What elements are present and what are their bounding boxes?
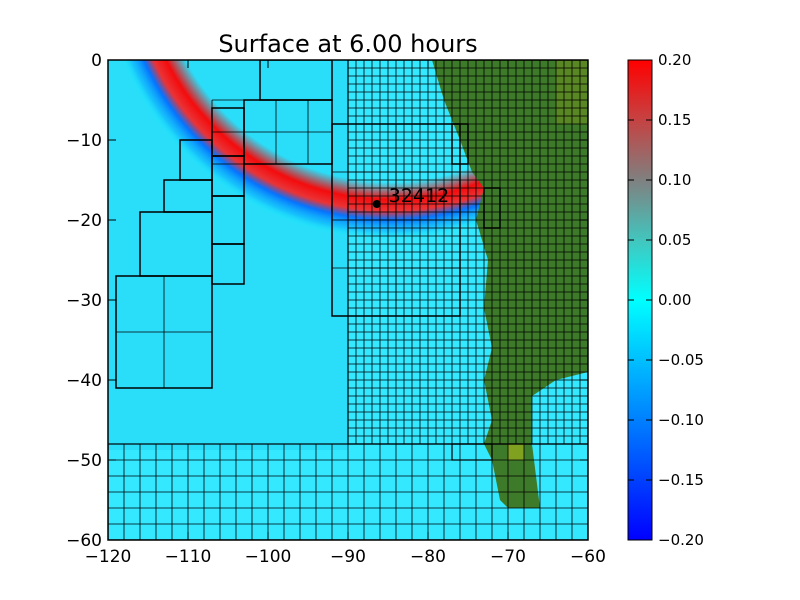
y-tick-label: −20 bbox=[66, 211, 102, 231]
plot-area bbox=[108, 60, 588, 540]
x-tick-label: −90 bbox=[330, 547, 366, 567]
colorbar-tick-label: −0.10 bbox=[658, 411, 704, 429]
y-axis: 0 −10 −20 −30 −40 −50 −60 bbox=[66, 51, 588, 551]
x-tick-label: −120 bbox=[85, 547, 132, 567]
x-tick-label: −110 bbox=[165, 547, 212, 567]
x-tick-label: −60 bbox=[570, 547, 606, 567]
colorbar-tick-label: −0.15 bbox=[658, 471, 704, 489]
gauge-marker-group: 32412 bbox=[372, 185, 449, 208]
chart-title: Surface at 6.00 hours bbox=[218, 30, 477, 58]
x-tick-label: −80 bbox=[410, 547, 446, 567]
y-tick-label: −60 bbox=[66, 531, 102, 551]
x-tick-label: −100 bbox=[245, 547, 292, 567]
amr-patch bbox=[451, 123, 469, 165]
colorbar-tick-label: 0.15 bbox=[658, 111, 691, 129]
colorbar-tick-label: −0.05 bbox=[658, 351, 704, 369]
colorbar-tick-label: −0.20 bbox=[658, 531, 704, 549]
colorbar-tick-label: 0.20 bbox=[658, 51, 691, 69]
colorbar-ticks: 0.20 0.15 0.10 0.05 0.00 −0.05 −0.10 −0.15 −0.20 bbox=[628, 51, 704, 549]
colorbar: 0.20 0.15 0.10 0.05 0.00 −0.05 −0.10 −0.15 −0.20 bbox=[627, 51, 704, 549]
y-tick-label: −40 bbox=[66, 371, 102, 391]
amr-patch bbox=[451, 443, 493, 461]
colorbar-tick-label: 0.00 bbox=[658, 291, 691, 309]
x-tick-label: −70 bbox=[490, 547, 526, 567]
y-tick-label: −30 bbox=[66, 291, 102, 311]
amr-patch bbox=[259, 60, 333, 101]
y-tick-label: −10 bbox=[66, 131, 102, 151]
amr-patches bbox=[108, 60, 588, 540]
colorbar-tick-label: 0.10 bbox=[658, 171, 691, 189]
amr-patch bbox=[331, 123, 461, 317]
amr-patch bbox=[483, 187, 501, 229]
y-tick-label: 0 bbox=[91, 51, 102, 71]
gauge-point bbox=[372, 200, 381, 208]
x-axis: −120 −110 −100 −90 −80 −70 −60 bbox=[85, 60, 606, 567]
gauge-label: 32412 bbox=[389, 185, 449, 207]
y-tick-label: −50 bbox=[66, 451, 102, 471]
land-highland bbox=[508, 444, 524, 460]
colorbar-tick-label: 0.05 bbox=[658, 231, 691, 249]
